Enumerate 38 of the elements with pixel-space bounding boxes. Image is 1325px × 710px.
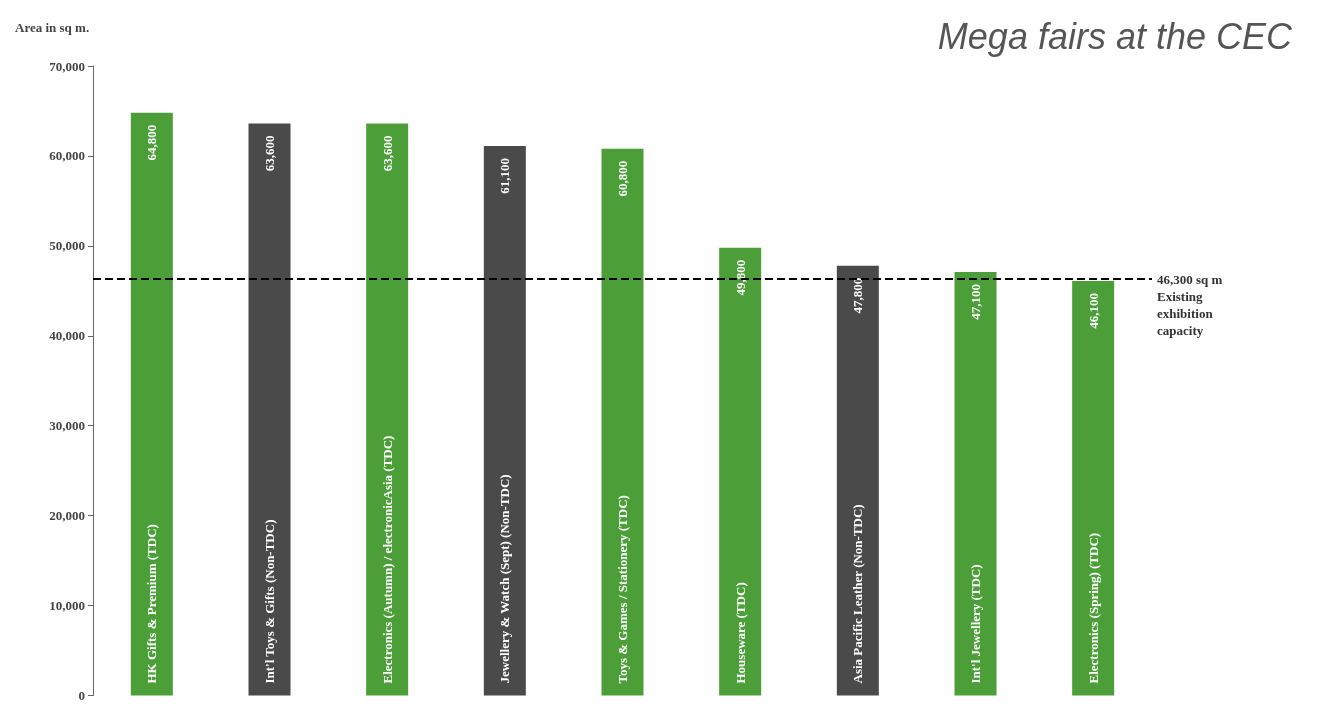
ref-line-label: 46,300 sq m Existing exhibition capacity bbox=[1157, 272, 1223, 339]
bar bbox=[601, 148, 644, 696]
y-tick-label: 50,000 bbox=[49, 238, 85, 254]
data-label: 47,100 bbox=[968, 283, 983, 320]
y-tick-label: 10,000 bbox=[49, 598, 85, 614]
x-tick-label: Electronics (Autumn) / electronicAsia (TDC) bbox=[379, 435, 395, 684]
data-label: 61,100 bbox=[497, 158, 513, 194]
data-label: 49,800 bbox=[732, 259, 748, 296]
x-tick-label: HK Gifts & Premium (TDC) bbox=[144, 524, 160, 684]
bar bbox=[366, 123, 409, 696]
y-axis-title: Area in sq m. bbox=[15, 20, 90, 35]
y-tick-label: 30,000 bbox=[49, 418, 85, 434]
bar bbox=[130, 112, 173, 696]
data-label: 47,800 bbox=[850, 277, 866, 314]
x-tick-label: Houseware (TDC) bbox=[732, 582, 748, 684]
x-tick-label: Electronics (Spring) (TDC) bbox=[1085, 532, 1101, 684]
chart-title: Mega fairs at the CEC bbox=[937, 15, 1293, 57]
data-label: 60,800 bbox=[615, 160, 630, 197]
data-label: 63,600 bbox=[262, 135, 277, 172]
bar bbox=[1072, 280, 1115, 696]
x-tick-label: Int'l Jewellery (TDC) bbox=[968, 564, 983, 684]
y-tick-label: 70,000 bbox=[49, 58, 85, 74]
data-label: 64,800 bbox=[144, 124, 160, 161]
bar bbox=[719, 247, 762, 696]
y-tick-label: 40,000 bbox=[49, 328, 85, 344]
y-tick-label: 20,000 bbox=[49, 508, 85, 524]
x-tick-label: Int'l Toys & Gifts (Non-TDC) bbox=[262, 519, 277, 684]
bar bbox=[836, 265, 879, 696]
x-tick-label: Jewellery & Watch (Sept) (Non-TDC) bbox=[497, 474, 513, 684]
x-tick-label: Asia Pacific Leather (Non-TDC) bbox=[850, 504, 866, 684]
data-label: 46,100 bbox=[1085, 292, 1101, 329]
bar bbox=[248, 123, 291, 696]
data-label: 63,600 bbox=[379, 135, 395, 172]
x-tick-label: Toys & Games / Stationery (TDC) bbox=[615, 495, 630, 684]
bar bbox=[954, 271, 997, 696]
y-tick-label: 60,000 bbox=[49, 148, 85, 164]
bar bbox=[483, 146, 526, 696]
y-tick-label: 0 bbox=[78, 688, 85, 703]
